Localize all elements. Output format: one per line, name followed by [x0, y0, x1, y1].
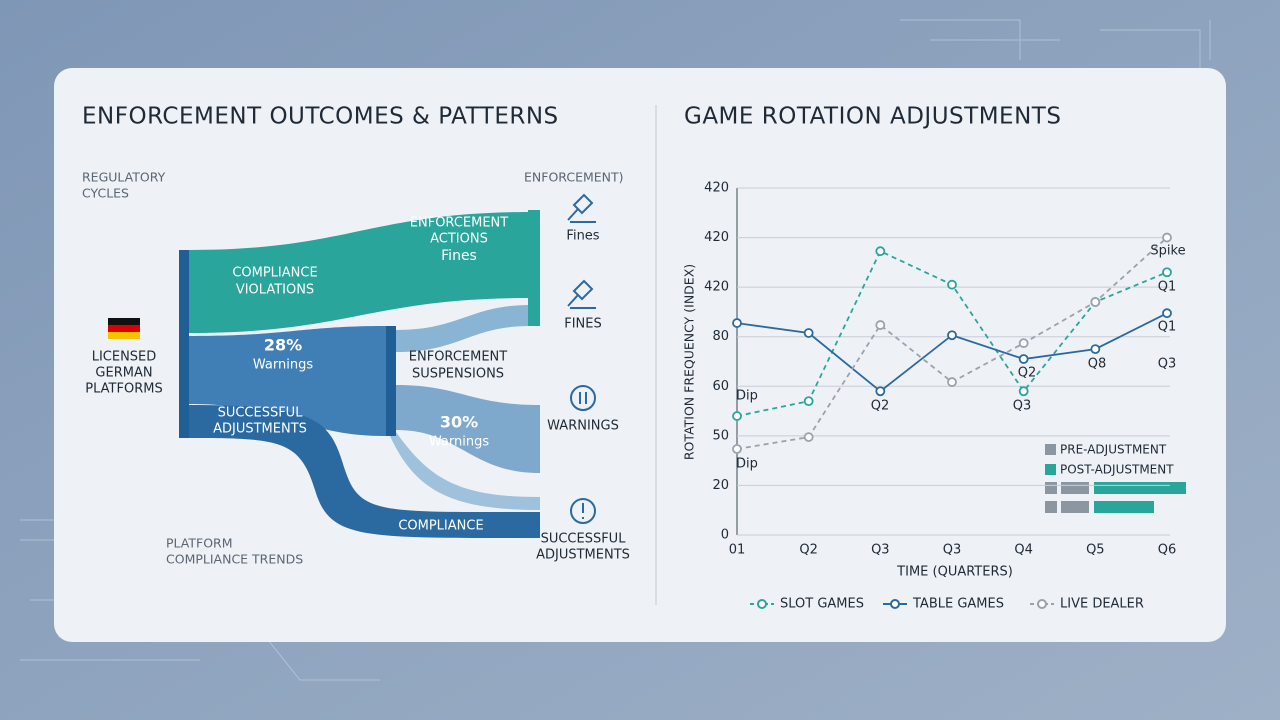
flow-label: ENFORCEMENT: [410, 216, 508, 231]
annotation: Q2: [871, 399, 890, 414]
legend-swatch: [1037, 599, 1047, 609]
x-tick-label: 01: [729, 543, 746, 558]
flow: [390, 432, 540, 510]
data-point: [875, 386, 886, 397]
data-point: [947, 279, 957, 290]
data-point: [803, 432, 814, 442]
data-point: [875, 320, 886, 330]
footer-label: COMPLIANCE TRENDS: [166, 552, 303, 567]
flow-share: 30%: [440, 413, 478, 432]
y-tick-label: 50: [712, 428, 729, 443]
annotation: Spike: [1150, 244, 1185, 259]
panel-title: ENFORCEMENT OUTCOMES & PATTERNS: [82, 104, 559, 130]
annotation: Dip: [736, 457, 758, 472]
data-point: [732, 318, 742, 328]
data-point: [875, 246, 886, 257]
flow-label: VIOLATIONS: [236, 283, 314, 298]
origin-label: PLATFORMS: [85, 382, 162, 397]
outcome-label: WARNINGS: [547, 419, 619, 434]
outcome-label: ADJUSTMENTS: [536, 548, 630, 563]
y-tick-label: 420: [704, 280, 729, 295]
plot: 0 20 50 60 80 420 420 420 01 Q2 Q3 Q3 Q4 Q5 Q6 Dip Dip Q2…: [704, 181, 1185, 612]
data-point: [947, 330, 957, 341]
x-tick-label: Q6: [1158, 543, 1177, 558]
y-tick-label: 420: [704, 181, 729, 196]
data-point: [732, 411, 742, 421]
legend-swatch: [890, 599, 900, 609]
flow: [396, 305, 530, 352]
flow-label: Warnings: [429, 435, 489, 450]
x-tick-label: Q5: [1086, 543, 1105, 558]
flow: [189, 212, 530, 333]
annotation: Dip: [736, 389, 758, 404]
data-point: [1018, 354, 1029, 364]
flow-label: SUSPENSIONS: [412, 367, 504, 382]
footer-label: PLATFORM: [166, 536, 233, 551]
flow-label: ADJUSTMENTS: [213, 422, 307, 437]
annotation: Q3: [1158, 357, 1177, 372]
annotation: Q1: [1158, 280, 1177, 295]
origin-label: GERMAN: [95, 366, 152, 381]
data-point: [1018, 338, 1029, 349]
data-point: [1162, 232, 1172, 243]
y-axis-label: ROTATION FREQUENCY (INDEX): [682, 264, 697, 460]
annotation: Q3: [1013, 399, 1032, 414]
flow-label: SUCCESSFUL: [218, 406, 304, 421]
flow: [189, 326, 386, 436]
data-point: [732, 444, 742, 454]
flow-label: COMPLIANCE: [232, 266, 317, 281]
outcome-label: Fines: [566, 229, 599, 244]
y-tick-label: 20: [712, 478, 729, 493]
outcome-label: FINES: [564, 317, 602, 332]
node: [528, 210, 540, 326]
annotation: Q8: [1088, 357, 1107, 372]
data-point: [1018, 386, 1029, 397]
flow-label: Fines: [441, 248, 477, 264]
node: [179, 250, 189, 438]
sankey: [179, 210, 540, 539]
data-point: [1162, 308, 1172, 319]
x-tick-label: Q3: [943, 543, 962, 558]
y-tick-label: 0: [721, 528, 729, 543]
flow-label: COMPLIANCE: [398, 519, 483, 534]
legend-swatch: [757, 599, 767, 609]
x-tick-label: Q4: [1014, 543, 1033, 558]
legend-label: TABLE GAMES: [912, 597, 1004, 612]
y-tick-label: 60: [712, 379, 729, 394]
header: CYCLES: [82, 186, 129, 201]
header: ENFORCEMENT): [524, 170, 624, 185]
flow: [396, 385, 540, 473]
flow: [189, 405, 540, 539]
chart-title: GAME ROTATION ADJUSTMENTS: [684, 104, 1061, 130]
x-axis-label: TIME (QUARTERS): [896, 565, 1013, 580]
icons: [567, 193, 596, 524]
data-point: [947, 377, 957, 387]
annotation: Q1: [1158, 320, 1177, 335]
x-tick-label: Q2: [799, 543, 818, 558]
data-point: [803, 328, 814, 338]
data-point: [803, 396, 814, 407]
node: [386, 326, 396, 436]
y-tick-label: 420: [704, 230, 729, 245]
inset-legend-label: PRE-ADJUSTMENT: [1060, 443, 1167, 457]
flag: [108, 318, 140, 339]
annotation: Q2: [1018, 366, 1037, 381]
flow-label: Warnings: [253, 358, 313, 373]
flow-label: ACTIONS: [430, 232, 488, 247]
data-point: [1162, 267, 1172, 278]
origin-label: LICENSED: [92, 350, 157, 365]
data-point: [1090, 344, 1101, 355]
legend-label: SLOT GAMES: [780, 597, 864, 612]
inset-legend-label: POST-ADJUSTMENT: [1060, 463, 1174, 477]
flow-label: ENFORCEMENT: [409, 350, 507, 365]
flow-share: 28%: [264, 336, 302, 355]
header: REGULATORY: [82, 170, 166, 185]
y-tick-label: 80: [712, 329, 729, 344]
outcome-label: SUCCESSFUL: [541, 532, 627, 547]
x-tick-label: Q3: [871, 543, 890, 558]
data-point: [1090, 297, 1101, 307]
legend-label: LIVE DEALER: [1060, 597, 1144, 612]
